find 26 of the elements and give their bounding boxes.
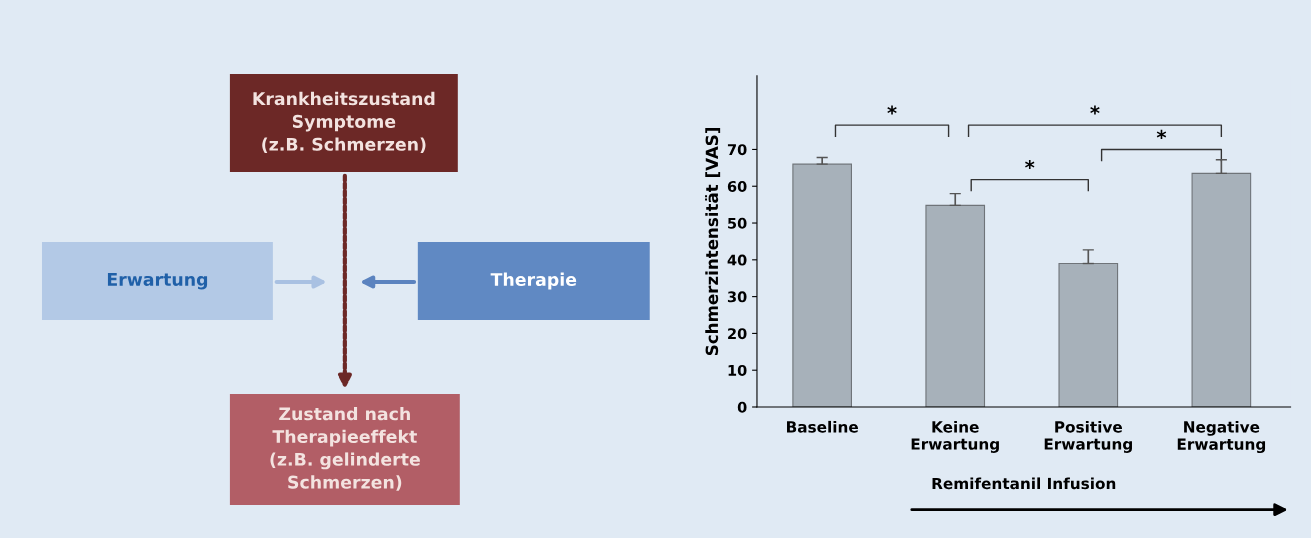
- y-tick-label: 30: [727, 291, 747, 303]
- y-axis-title: Schmerzintensität [VAS]: [705, 128, 721, 356]
- x-tick-label: Positive Erwartung: [1044, 420, 1132, 453]
- x-tick-label: Baseline: [787, 420, 858, 433]
- y-tick-label: 50: [728, 217, 747, 229]
- x-tick-label: Keine Erwartung: [911, 420, 999, 453]
- y-tick-label: 60: [727, 180, 747, 192]
- x-tick-label: Negative Erwartung: [1177, 420, 1266, 454]
- bar: [1058, 262, 1119, 407]
- y-tick-label: 20: [728, 328, 747, 340]
- text: Therapie: [490, 272, 577, 290]
- annotation: *: [1025, 160, 1035, 170]
- y-tick-label: 0: [737, 401, 747, 413]
- text: Remifentanil Infusion: [932, 477, 1116, 490]
- annotation: *: [887, 105, 897, 115]
- y-tick-label: 70: [727, 144, 747, 156]
- annotation: *: [1090, 105, 1100, 115]
- y-tick-label: 40: [727, 254, 747, 266]
- text: Erwartung: [107, 273, 208, 290]
- bar: [925, 204, 986, 407]
- text: Zustand nach Therapieeffekt (z.B. gelinderte Schmerzen): [270, 406, 420, 491]
- annotation: *: [1156, 129, 1167, 139]
- bar: [792, 163, 853, 407]
- y-tick-label: 10: [728, 364, 747, 376]
- text: Krankheitszustand Symptome (z.B. Schmerzen): [253, 91, 435, 153]
- bar: [1191, 172, 1252, 407]
